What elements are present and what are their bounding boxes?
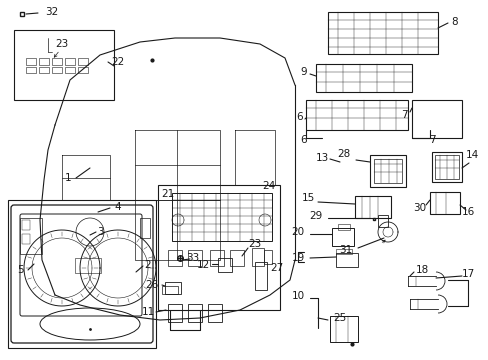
Text: 6: 6 <box>296 112 303 122</box>
Bar <box>65 58 75 65</box>
Text: 7: 7 <box>401 110 407 120</box>
Bar <box>327 12 437 54</box>
Text: 8: 8 <box>451 17 457 27</box>
Text: 28: 28 <box>337 149 350 159</box>
Bar <box>140 218 150 238</box>
Text: 10: 10 <box>291 291 304 301</box>
Bar <box>187 250 202 266</box>
Bar <box>429 192 459 214</box>
Bar <box>329 316 357 342</box>
Bar <box>78 58 88 65</box>
Bar <box>52 58 62 65</box>
Bar <box>229 250 244 266</box>
Text: 30: 30 <box>412 203 426 213</box>
Bar <box>354 196 390 218</box>
Text: 33: 33 <box>185 253 199 263</box>
Bar <box>52 67 62 73</box>
Bar <box>209 250 224 266</box>
Bar <box>65 67 75 73</box>
Text: 18: 18 <box>415 265 428 275</box>
Text: 4: 4 <box>115 202 121 212</box>
Bar <box>411 100 461 138</box>
Text: 24: 24 <box>262 181 275 191</box>
Bar <box>14 30 114 100</box>
Text: 2: 2 <box>144 260 151 270</box>
Bar <box>335 253 357 267</box>
Bar <box>431 152 461 182</box>
Bar <box>168 250 182 266</box>
Text: 17: 17 <box>461 269 474 279</box>
Bar <box>331 228 353 246</box>
Bar <box>172 193 271 241</box>
Text: 32: 32 <box>45 7 59 17</box>
Bar <box>373 159 401 183</box>
Bar <box>39 67 49 73</box>
Bar <box>434 155 458 179</box>
Text: 15: 15 <box>301 193 314 203</box>
Text: 6: 6 <box>300 135 306 145</box>
Text: 14: 14 <box>465 150 478 160</box>
Bar <box>39 58 49 65</box>
Bar <box>26 67 36 73</box>
Bar <box>315 64 411 92</box>
Bar <box>75 258 101 273</box>
Text: 3: 3 <box>97 227 103 237</box>
Text: 23: 23 <box>55 39 68 49</box>
Text: 1: 1 <box>64 173 71 183</box>
Bar <box>26 58 36 65</box>
Text: 29: 29 <box>309 211 322 221</box>
Bar <box>337 224 349 230</box>
Bar <box>8 200 156 348</box>
Bar <box>254 262 266 290</box>
Text: 9: 9 <box>300 67 306 77</box>
Text: 26: 26 <box>144 280 158 290</box>
Text: 19: 19 <box>291 253 304 263</box>
Bar <box>22 220 30 230</box>
Bar <box>335 249 351 254</box>
Bar <box>78 67 88 73</box>
Text: 25: 25 <box>333 313 346 323</box>
Text: 20: 20 <box>291 227 304 237</box>
Text: 22: 22 <box>111 57 124 67</box>
Bar <box>377 215 387 227</box>
Text: 7: 7 <box>428 135 434 145</box>
Bar <box>264 250 271 264</box>
Text: 13: 13 <box>315 153 328 163</box>
Text: 11: 11 <box>141 307 154 317</box>
Text: 16: 16 <box>461 207 474 217</box>
Bar <box>168 304 182 322</box>
Text: 27: 27 <box>269 263 283 273</box>
Bar <box>305 100 407 130</box>
Bar <box>187 304 202 322</box>
Bar <box>20 218 42 254</box>
Bar <box>218 258 231 272</box>
Text: 5: 5 <box>17 265 23 275</box>
Bar <box>207 304 222 322</box>
Bar <box>164 282 181 294</box>
Text: 23: 23 <box>248 239 261 249</box>
Text: 31: 31 <box>339 245 352 255</box>
Bar <box>22 234 30 244</box>
Text: 21: 21 <box>161 189 174 199</box>
Text: 12: 12 <box>196 260 209 270</box>
Bar <box>158 185 280 310</box>
Bar <box>162 286 178 294</box>
Bar <box>369 155 405 187</box>
Bar <box>251 248 264 266</box>
